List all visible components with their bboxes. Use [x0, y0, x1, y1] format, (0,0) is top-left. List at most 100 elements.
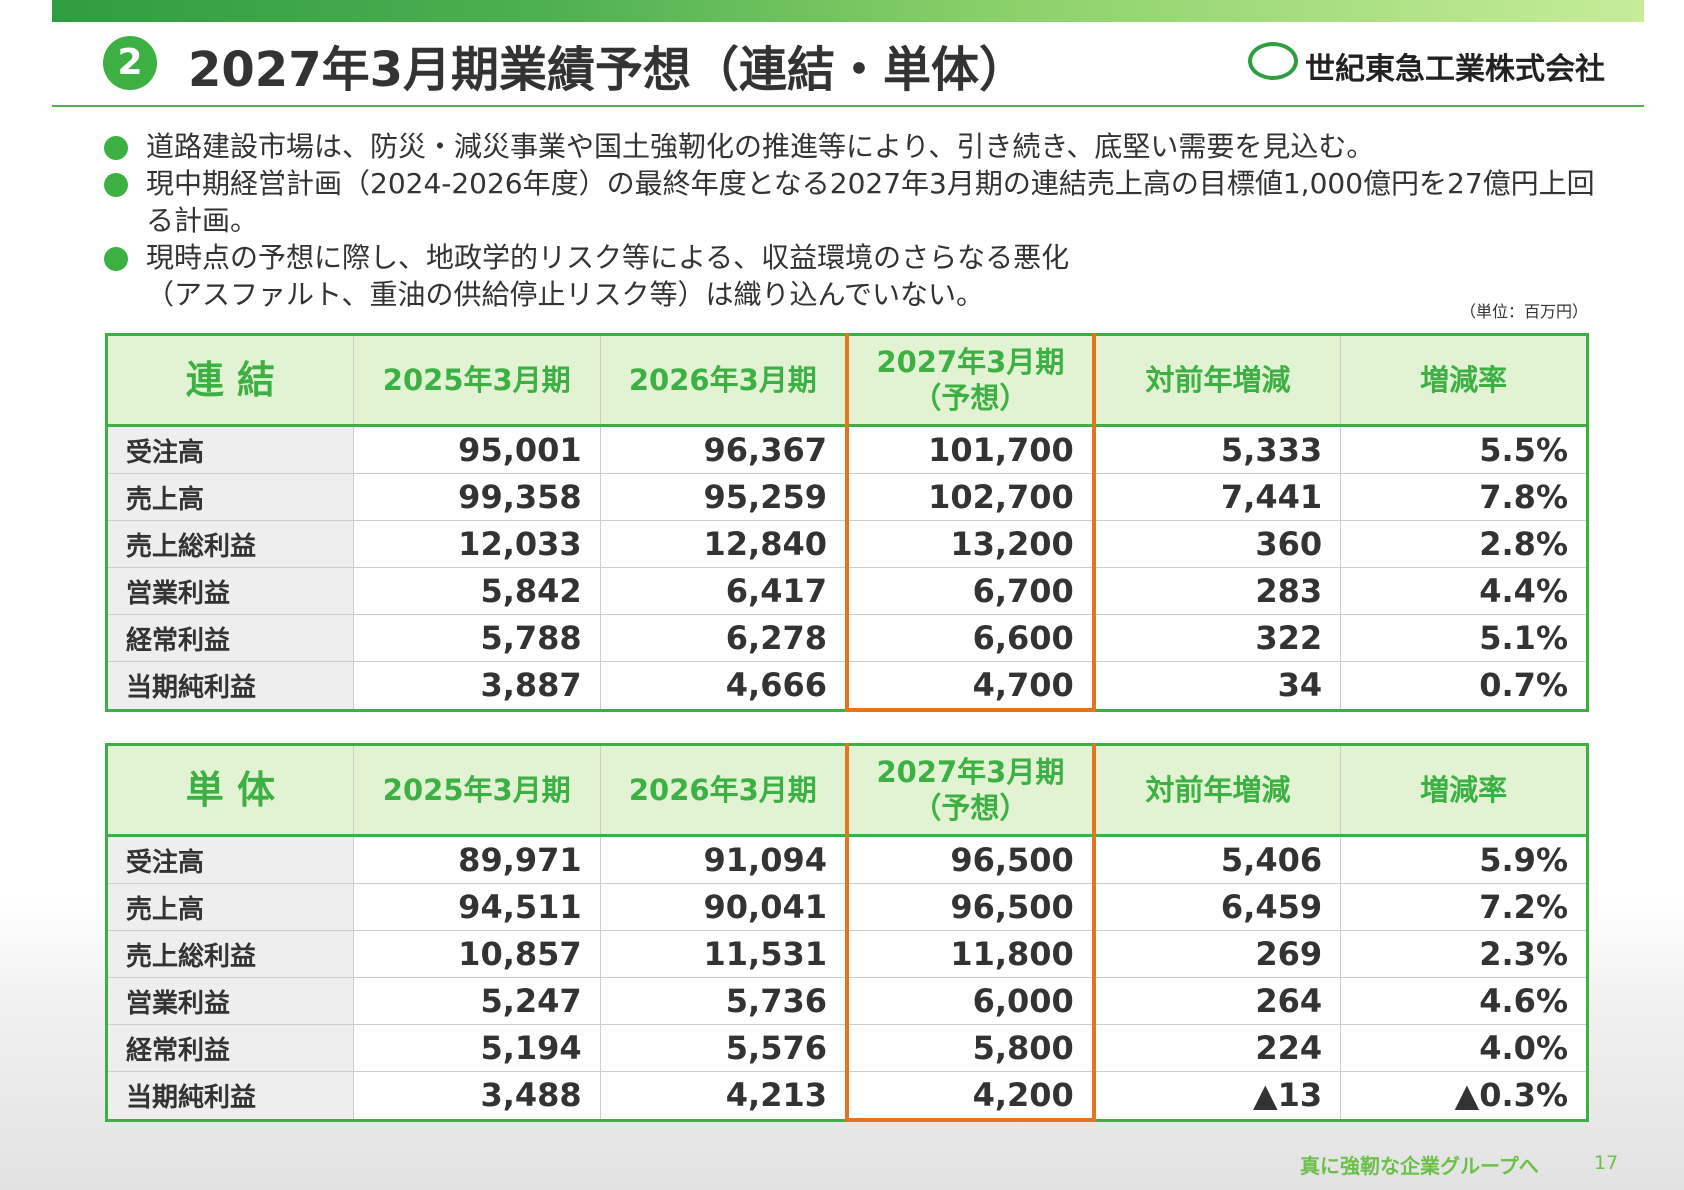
cell: 11,800	[844, 930, 1096, 978]
bullet: 現時点の予想に際し、地政学的リスク等による、収益環境のさらなる悪化 （アスファル…	[104, 239, 1604, 313]
cell: 5,842	[352, 567, 601, 615]
column-header: 単 体	[106, 744, 354, 837]
cell: 90,041	[599, 883, 848, 931]
cell: 4.6%	[1340, 977, 1588, 1025]
cell: 4,200	[844, 1071, 1096, 1122]
cell: 5.1%	[1340, 614, 1588, 662]
cell: 283	[1093, 567, 1342, 615]
cell: 5,406	[1093, 835, 1342, 884]
table-row: 売上高 99,358 95,259 102,700 7,441 7.8%	[106, 473, 1588, 521]
cell: ▲13	[1093, 1071, 1342, 1121]
column-header: 増減率	[1340, 744, 1588, 837]
table-row: 売上総利益 10,857 11,531 11,800 269 2.3%	[106, 930, 1588, 978]
cell: 3,488	[352, 1071, 601, 1121]
cell: 6,417	[599, 567, 848, 615]
table-row: 当期純利益 3,488 4,213 4,200 ▲13 ▲0.3%	[106, 1071, 1588, 1122]
cell: 5.5%	[1340, 425, 1588, 474]
cell: 4,700	[844, 661, 1096, 712]
table-row: 営業利益 5,247 5,736 6,000 264 4.6%	[106, 977, 1588, 1025]
cell: 5,247	[352, 977, 601, 1025]
cell: 5,576	[599, 1024, 848, 1072]
cell: 2.8%	[1340, 520, 1588, 568]
column-header: 2025年3月期	[352, 334, 601, 427]
cell: 94,511	[352, 883, 601, 931]
unit-note: （単位：百万円）	[1459, 302, 1588, 321]
header-row: 単 体 2025年3月期 2026年3月期 2027年3月期 （予想） 対前年増減 増減率	[106, 744, 1588, 837]
table-row: 経常利益 5,788 6,278 6,600 322 5.1%	[106, 614, 1588, 662]
cell: 5.9%	[1340, 835, 1588, 884]
cell: 96,500	[844, 835, 1096, 884]
table-row: 受注高 89,971 91,094 96,500 5,406 5.9%	[106, 835, 1588, 884]
cell: 12,840	[599, 520, 848, 568]
column-header: 対前年増減	[1093, 334, 1342, 427]
bullet: 現中期経営計画（2024-2026年度）の最終年度となる2027年3月期の連結売…	[104, 165, 1604, 239]
column-header: 2026年3月期	[599, 334, 848, 427]
cell: 96,500	[844, 883, 1096, 931]
company-logo	[1248, 42, 1298, 80]
cell: 264	[1093, 977, 1342, 1025]
cell: 12,033	[352, 520, 601, 568]
cell: 99,358	[352, 473, 601, 521]
cell: 10,857	[352, 930, 601, 978]
row-label: 経常利益	[106, 614, 354, 662]
cell: 89,971	[352, 835, 601, 884]
cell: 4,213	[599, 1071, 848, 1121]
cell: 4,666	[599, 661, 848, 711]
row-label: 売上高	[106, 473, 354, 521]
column-header: 連 結	[106, 334, 354, 427]
tagline: 真に強靭な企業グループへ	[1300, 1154, 1539, 1178]
column-header: 2027年3月期 （予想）	[844, 334, 1096, 427]
cell: 11,531	[599, 930, 848, 978]
cell: 7.2%	[1340, 883, 1588, 931]
cell: 7,441	[1093, 473, 1342, 521]
table-row: 売上総利益 12,033 12,840 13,200 360 2.8%	[106, 520, 1588, 568]
data-table: 単 体 2025年3月期 2026年3月期 2027年3月期 （予想） 対前年増減 増減率…	[105, 743, 1589, 1122]
cell: 5,194	[352, 1024, 601, 1072]
cell: 269	[1093, 930, 1342, 978]
title-rule	[52, 105, 1644, 107]
cell: 0.7%	[1340, 661, 1588, 711]
cell: 101,700	[844, 425, 1096, 474]
cell: 224	[1093, 1024, 1342, 1072]
row-label: 当期純利益	[106, 661, 354, 711]
cell: 5,788	[352, 614, 601, 662]
cell: ▲0.3%	[1340, 1071, 1588, 1121]
table-row: 受注高 95,001 96,367 101,700 5,333 5.5%	[106, 425, 1588, 474]
cell: 3,887	[352, 661, 601, 711]
cell: 5,736	[599, 977, 848, 1025]
cell: 91,094	[599, 835, 848, 884]
row-label: 売上総利益	[106, 520, 354, 568]
page-number: 17	[1594, 1152, 1619, 1174]
row-label: 営業利益	[106, 977, 354, 1025]
cell: 7.8%	[1340, 473, 1588, 521]
top-bar	[52, 0, 1644, 22]
bullet: 道路建設市場は、防災・減災事業や国土強靭化の推進等により、引き続き、底堅い需要を…	[104, 128, 1604, 165]
cell: 322	[1093, 614, 1342, 662]
cell: 95,001	[352, 425, 601, 474]
bullet-list: 道路建設市場は、防災・減災事業や国土強靭化の推進等により、引き続き、底堅い需要を…	[104, 128, 1604, 313]
cell: 6,278	[599, 614, 848, 662]
column-header: 2025年3月期	[352, 744, 601, 837]
column-header: 2027年3月期 （予想）	[844, 744, 1096, 837]
cell: 5,333	[1093, 425, 1342, 474]
row-label: 受注高	[106, 835, 354, 884]
row-label: 売上高	[106, 883, 354, 931]
cell: 4.0%	[1340, 1024, 1588, 1072]
cell: 96,367	[599, 425, 848, 474]
table-row: 売上高 94,511 90,041 96,500 6,459 7.2%	[106, 883, 1588, 931]
row-label: 売上総利益	[106, 930, 354, 978]
cell: 4.4%	[1340, 567, 1588, 615]
column-header: 対前年増減	[1093, 744, 1342, 837]
row-label: 経常利益	[106, 1024, 354, 1072]
row-label: 営業利益	[106, 567, 354, 615]
cell: 34	[1093, 661, 1342, 711]
cell: 5,800	[844, 1024, 1096, 1072]
table-row: 経常利益 5,194 5,576 5,800 224 4.0%	[106, 1024, 1588, 1072]
cell: 6,000	[844, 977, 1096, 1025]
cell: 6,459	[1093, 883, 1342, 931]
company-name: 世紀東急工業株式会社	[1305, 52, 1605, 87]
column-header: 2026年3月期	[599, 744, 848, 837]
header-row: 連 結 2025年3月期 2026年3月期 2027年3月期 （予想） 対前年増減 増減率	[106, 334, 1588, 427]
row-label: 受注高	[106, 425, 354, 474]
cell: 2.3%	[1340, 930, 1588, 978]
